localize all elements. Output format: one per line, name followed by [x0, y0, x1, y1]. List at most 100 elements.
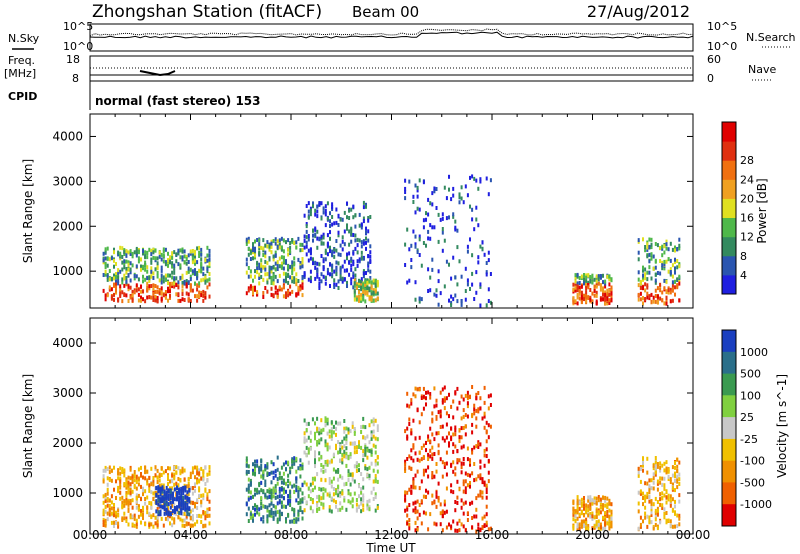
echo-cell [654, 242, 657, 246]
y-tick-label: 4000 [52, 129, 83, 143]
echo-cell [452, 255, 455, 260]
echo-cell [247, 286, 250, 291]
echo-cell [176, 507, 179, 512]
echo-cell [162, 249, 165, 254]
echo-cell [667, 269, 670, 274]
echo-cell [404, 508, 407, 513]
echo-cell [358, 468, 361, 473]
echo-cell [144, 277, 147, 282]
echo-cell [297, 492, 300, 497]
echo-cell [314, 462, 317, 466]
echo-cell [208, 465, 211, 470]
echo-cell [418, 486, 421, 491]
echo-cell [276, 467, 279, 472]
echo-cell [652, 299, 655, 304]
echo-cell [489, 403, 492, 407]
echo-cell [282, 496, 285, 501]
echo-cell [372, 479, 375, 484]
echo-cell [189, 274, 192, 279]
echo-cell [249, 257, 252, 261]
echo-cell [274, 484, 277, 489]
echo-cell [278, 256, 281, 261]
echo-cell [435, 288, 438, 293]
echo-cell [291, 275, 294, 280]
echo-cell [189, 515, 192, 520]
echo-cell [578, 291, 581, 296]
echo-cell [450, 435, 453, 440]
echo-cell [656, 509, 659, 514]
echo-cell [665, 466, 668, 471]
echo-cell [412, 443, 415, 448]
echo-cell [576, 272, 579, 277]
echo-cell [104, 505, 107, 509]
echo-cell [278, 471, 281, 476]
echo-cell [435, 469, 438, 474]
echo-cell [469, 204, 472, 209]
echo-cell [254, 468, 257, 473]
echo-cell [445, 422, 448, 427]
echo-cell [274, 285, 277, 290]
echo-cell [148, 475, 151, 480]
echo-cell [303, 496, 306, 501]
echo-cell [135, 288, 138, 293]
echo-cell [435, 504, 438, 509]
echo-cell [439, 425, 442, 429]
echo-cell [443, 438, 446, 443]
echo-cell [171, 499, 174, 504]
echo-cell [299, 242, 302, 247]
echo-cell [639, 522, 642, 527]
echo-cell [369, 250, 372, 255]
echo-cell [260, 474, 263, 479]
echo-cell [270, 507, 273, 512]
echo-cell [585, 526, 588, 531]
echo-cell [678, 516, 681, 521]
echo-cell [186, 502, 189, 507]
echo-cell [416, 387, 419, 392]
echo-cell [483, 480, 486, 485]
echo-cell [477, 223, 480, 228]
echo-cell [127, 299, 130, 303]
echo-cell [289, 499, 292, 504]
echo-cell [175, 481, 178, 486]
echo-cell [443, 284, 446, 289]
echo-cell [420, 479, 423, 484]
echo-cell [358, 494, 361, 499]
echo-cell [429, 395, 432, 400]
echo-cell [289, 470, 292, 475]
echo-cell [318, 451, 321, 456]
echo-cell [602, 297, 605, 302]
echo-cell [358, 257, 361, 262]
echo-cell [471, 282, 474, 287]
echo-cell [171, 284, 174, 289]
echo-cell [355, 297, 358, 302]
echo-cell [182, 498, 185, 503]
echo-cell [431, 493, 434, 498]
echo-cell [110, 506, 113, 511]
echo-cell [648, 490, 651, 495]
nsky-label: N.Sky [8, 32, 40, 45]
echo-cell [200, 520, 203, 524]
echo-cell [198, 245, 201, 250]
echo-cell [604, 521, 607, 526]
echo-cell [466, 193, 469, 198]
echo-cell [665, 259, 668, 264]
echo-cell [429, 288, 432, 293]
echo-cell [654, 511, 657, 516]
echo-cell [156, 289, 159, 294]
echo-cell [137, 250, 140, 255]
echo-cell [674, 260, 677, 264]
echo-cell [144, 299, 147, 304]
echo-cell [245, 512, 248, 517]
echo-cell [303, 213, 306, 218]
echo-cell [343, 259, 346, 264]
echo-cell [102, 511, 105, 516]
echo-cell [264, 254, 267, 259]
echo-cell [348, 216, 351, 220]
echo-cell [254, 285, 257, 290]
echo-cell [454, 466, 457, 471]
echo-cell [345, 463, 348, 468]
echo-cell [309, 279, 312, 284]
echo-cell [654, 470, 657, 475]
echo-cell [191, 269, 194, 274]
